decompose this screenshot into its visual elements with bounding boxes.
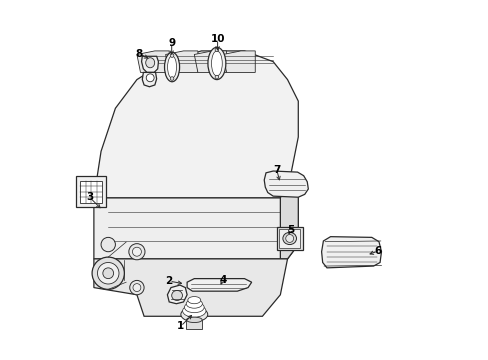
Polygon shape [187,279,251,291]
Ellipse shape [97,262,119,284]
Polygon shape [280,173,298,259]
Ellipse shape [182,305,205,317]
Ellipse shape [101,237,115,252]
Ellipse shape [207,47,225,80]
Ellipse shape [167,56,176,78]
Polygon shape [142,56,158,72]
Bar [186,320,202,329]
Ellipse shape [145,58,154,68]
Ellipse shape [133,284,141,292]
Polygon shape [167,285,187,304]
Polygon shape [94,173,298,259]
Text: 1: 1 [177,321,184,331]
Ellipse shape [215,75,218,79]
Bar [278,229,300,248]
Ellipse shape [186,299,202,308]
Polygon shape [264,171,308,197]
Text: 9: 9 [168,38,175,48]
Polygon shape [142,72,156,87]
Ellipse shape [128,244,144,260]
Ellipse shape [170,54,174,57]
Text: 5: 5 [286,225,293,235]
Polygon shape [137,51,169,72]
Ellipse shape [132,247,141,256]
Ellipse shape [186,317,202,323]
Text: 4: 4 [219,275,226,285]
Polygon shape [94,51,298,198]
Ellipse shape [171,291,182,301]
Bar [76,176,106,207]
Text: 10: 10 [210,35,224,44]
Ellipse shape [211,51,222,76]
Polygon shape [223,51,255,72]
Ellipse shape [184,302,203,313]
Polygon shape [321,237,381,268]
Text: 6: 6 [373,246,381,256]
Text: 8: 8 [136,49,143,59]
Polygon shape [165,51,198,72]
Text: 3: 3 [86,192,93,202]
Ellipse shape [187,297,201,304]
Ellipse shape [146,74,154,82]
Ellipse shape [285,234,293,242]
Ellipse shape [170,77,174,80]
Bar [276,226,302,250]
Ellipse shape [282,232,296,244]
Text: 2: 2 [165,276,172,286]
Ellipse shape [181,307,207,321]
Polygon shape [94,259,287,316]
Ellipse shape [92,257,124,289]
Ellipse shape [102,268,113,279]
Bar [80,181,102,203]
Ellipse shape [129,280,144,295]
Text: 7: 7 [272,165,280,175]
Ellipse shape [164,52,179,82]
Ellipse shape [215,48,218,51]
Polygon shape [194,51,226,72]
